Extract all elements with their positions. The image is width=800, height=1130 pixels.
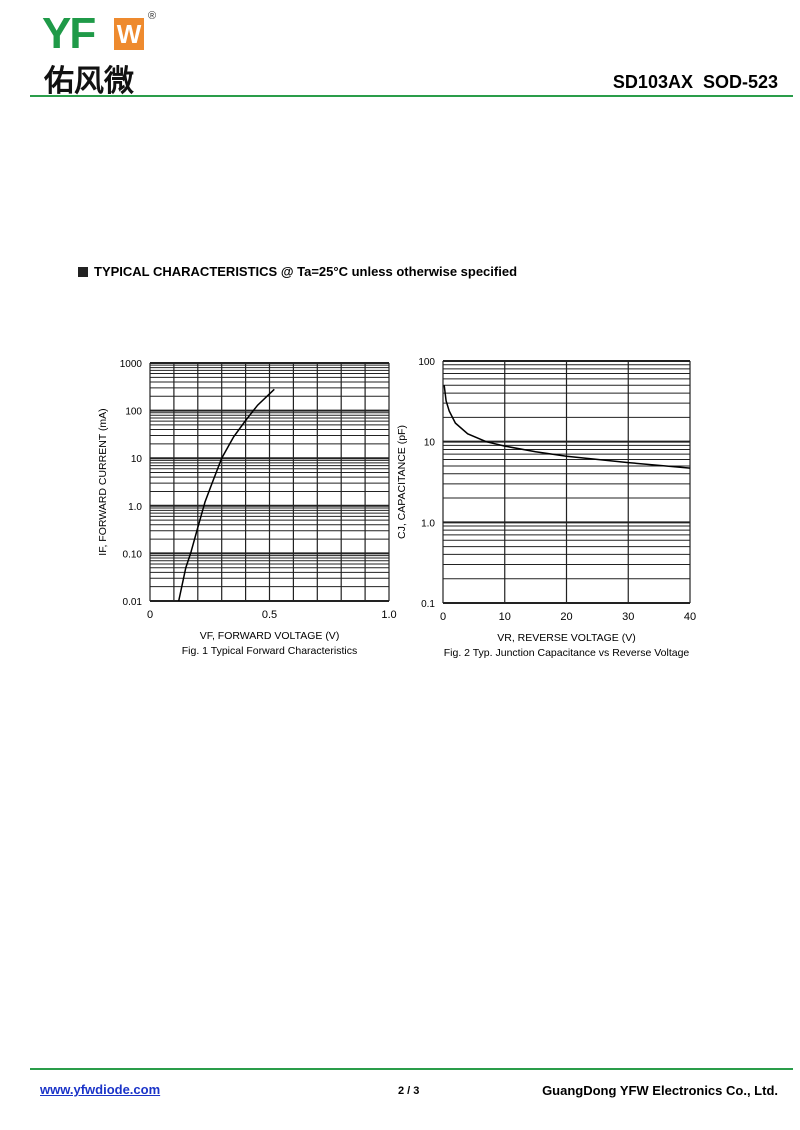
square-bullet-icon [78,267,88,277]
x-tick-label: 0.5 [262,609,277,621]
footer-divider [30,1068,793,1070]
x-axis-label: VR, REVERSE VOLTAGE (V) [497,632,635,644]
y-tick-label: 0.1 [421,599,435,610]
page-number: 2 / 3 [398,1085,420,1097]
section-title-text: TYPICAL CHARACTERISTICS @ Ta=25°C unless… [94,264,518,279]
x-axis-label: VF, FORWARD VOLTAGE (V) [200,630,340,642]
y-tick-label: 10 [131,454,143,465]
part-number: SD103AX SOD-523 [612,72,778,92]
figure-caption: Fig. 1 Typical Forward Characteristics [182,645,357,657]
y-tick-label: 0.10 [123,549,143,560]
y-axis-label: CJ, CAPACITANCE (pF) [396,425,408,539]
x-tick-label: 40 [684,611,696,623]
y-tick-label: 100 [418,357,435,368]
logo-letters: YF [42,9,96,58]
x-tick-label: 0 [440,611,446,623]
x-tick-label: 10 [499,611,511,623]
y-axis-label: IF, FORWARD CURRENT (mA) [97,408,109,555]
registered-mark: ® [148,10,157,22]
y-tick-label: 1000 [120,359,143,370]
logo-w-box: W [114,18,144,50]
y-tick-label: 1.0 [421,518,435,529]
y-tick-label: 1.0 [128,502,142,513]
data-curve [177,388,275,602]
section-title: TYPICAL CHARACTERISTICS @ Ta=25°C unless… [78,264,517,279]
figure-caption: Fig. 2 Typ. Junction Capacitance vs Reve… [444,647,690,659]
y-tick-label: 100 [125,407,142,418]
data-curve [443,385,691,469]
x-tick-label: 30 [622,611,634,623]
y-tick-label: 10 [424,438,436,449]
website-link[interactable]: www.yfwdiode.com [40,1082,161,1097]
company-name: GuangDong YFW Electronics Co., Ltd. [542,1083,778,1098]
header-divider [30,95,793,97]
y-tick-label: 0.01 [123,597,143,608]
x-tick-label: 20 [560,611,572,623]
logo-chinese-name: 佑风微 [44,64,134,99]
x-tick-label: 0 [147,609,153,621]
x-tick-label: 1.0 [381,609,396,621]
